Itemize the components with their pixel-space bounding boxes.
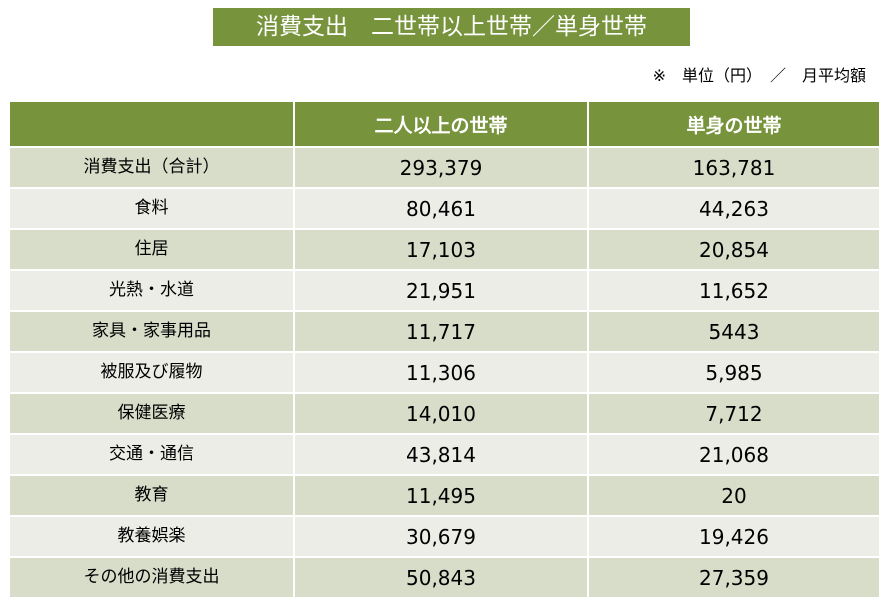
amount-cell: 11,717 — [293, 310, 589, 353]
category-cell: 被服及び履物 — [8, 351, 295, 394]
category-cell: 住居 — [8, 228, 295, 271]
amount-cell: 30,679 — [293, 515, 589, 558]
table-row: 住居 17,103 20,854 — [8, 228, 881, 271]
column-header: 単身の世帯 — [587, 100, 881, 148]
table-row: 保健医療 14,010 7,712 — [8, 392, 881, 435]
category-cell: 保健医療 — [8, 392, 295, 435]
amount-cell: 163,781 — [587, 146, 881, 189]
amount-cell: 50,843 — [293, 556, 589, 599]
amount-cell: 43,814 — [293, 433, 589, 476]
table-row: 教育 11,495 20 — [8, 474, 881, 517]
category-cell: その他の消費支出 — [8, 556, 295, 599]
unit-note: ※ 単位（円） ／ 月平均額 — [652, 66, 866, 85]
category-cell: 家具・家事用品 — [8, 310, 295, 353]
amount-cell: 11,495 — [293, 474, 589, 517]
amount-cell: 11,652 — [587, 269, 881, 312]
amount-cell: 20 — [587, 474, 881, 517]
amount-cell: 27,359 — [587, 556, 881, 599]
category-cell: 教養娯楽 — [8, 515, 295, 558]
amount-cell: 20,854 — [587, 228, 881, 271]
expense-table: 二人以上の世帯 単身の世帯 消費支出（合計） 293,379 163,781 食料 80… — [8, 100, 881, 599]
table-row: 教養娯楽 30,679 19,426 — [8, 515, 881, 558]
category-cell: 交通・通信 — [8, 433, 295, 476]
amount-cell: 5,985 — [587, 351, 881, 394]
amount-cell: 21,951 — [293, 269, 589, 312]
amount-cell: 293,379 — [293, 146, 589, 189]
table-row: 消費支出（合計） 293,379 163,781 — [8, 146, 881, 189]
corner-cell — [8, 100, 295, 148]
category-cell: 光熱・水道 — [8, 269, 295, 312]
header-row: 二人以上の世帯 単身の世帯 — [8, 100, 881, 148]
column-header: 二人以上の世帯 — [293, 100, 589, 148]
amount-cell: 7,712 — [587, 392, 881, 435]
amount-cell: 44,263 — [587, 187, 881, 230]
amount-cell: 17,103 — [293, 228, 589, 271]
amount-cell: 5443 — [587, 310, 881, 353]
table-row: 交通・通信 43,814 21,068 — [8, 433, 881, 476]
amount-cell: 21,068 — [587, 433, 881, 476]
table-row: その他の消費支出 50,843 27,359 — [8, 556, 881, 599]
category-cell: 食料 — [8, 187, 295, 230]
amount-cell: 14,010 — [293, 392, 589, 435]
title: 消費支出 二世帯以上世帯／単身世帯 — [213, 8, 690, 46]
table-row: 光熱・水道 21,951 11,652 — [8, 269, 881, 312]
table-row: 食料 80,461 44,263 — [8, 187, 881, 230]
category-cell: 消費支出（合計） — [8, 146, 295, 189]
table-row: 家具・家事用品 11,717 5443 — [8, 310, 881, 353]
amount-cell: 11,306 — [293, 351, 589, 394]
amount-cell: 80,461 — [293, 187, 589, 230]
amount-cell: 19,426 — [587, 515, 881, 558]
category-cell: 教育 — [8, 474, 295, 517]
table-row: 被服及び履物 11,306 5,985 — [8, 351, 881, 394]
